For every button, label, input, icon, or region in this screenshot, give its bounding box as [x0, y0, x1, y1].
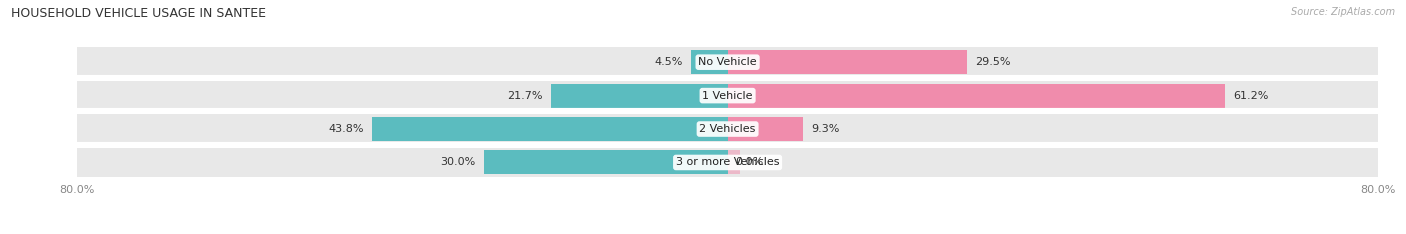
Bar	[690, 50, 728, 74]
Bar	[77, 148, 1378, 177]
Text: 2 Vehicles: 2 Vehicles	[699, 124, 756, 134]
Bar	[77, 81, 1378, 110]
Text: 3 or more Vehicles: 3 or more Vehicles	[676, 157, 779, 168]
Text: 30.0%: 30.0%	[440, 157, 475, 168]
Bar	[728, 50, 967, 74]
Bar	[484, 150, 728, 175]
Bar	[371, 117, 728, 141]
Bar	[728, 84, 1225, 108]
Text: Source: ZipAtlas.com: Source: ZipAtlas.com	[1291, 7, 1395, 17]
Text: 0.0%: 0.0%	[735, 157, 763, 168]
Text: 9.3%: 9.3%	[811, 124, 839, 134]
Text: 29.5%: 29.5%	[976, 57, 1011, 67]
Bar	[551, 84, 728, 108]
Text: 21.7%: 21.7%	[508, 91, 543, 101]
Bar	[728, 117, 803, 141]
Text: 1 Vehicle: 1 Vehicle	[703, 91, 752, 101]
Bar	[77, 114, 1378, 144]
Text: HOUSEHOLD VEHICLE USAGE IN SANTEE: HOUSEHOLD VEHICLE USAGE IN SANTEE	[11, 7, 266, 20]
Text: 43.8%: 43.8%	[328, 124, 363, 134]
Text: 4.5%: 4.5%	[655, 57, 683, 67]
Bar	[77, 48, 1378, 77]
Bar	[728, 150, 740, 175]
Text: No Vehicle: No Vehicle	[699, 57, 756, 67]
Text: 61.2%: 61.2%	[1233, 91, 1268, 101]
